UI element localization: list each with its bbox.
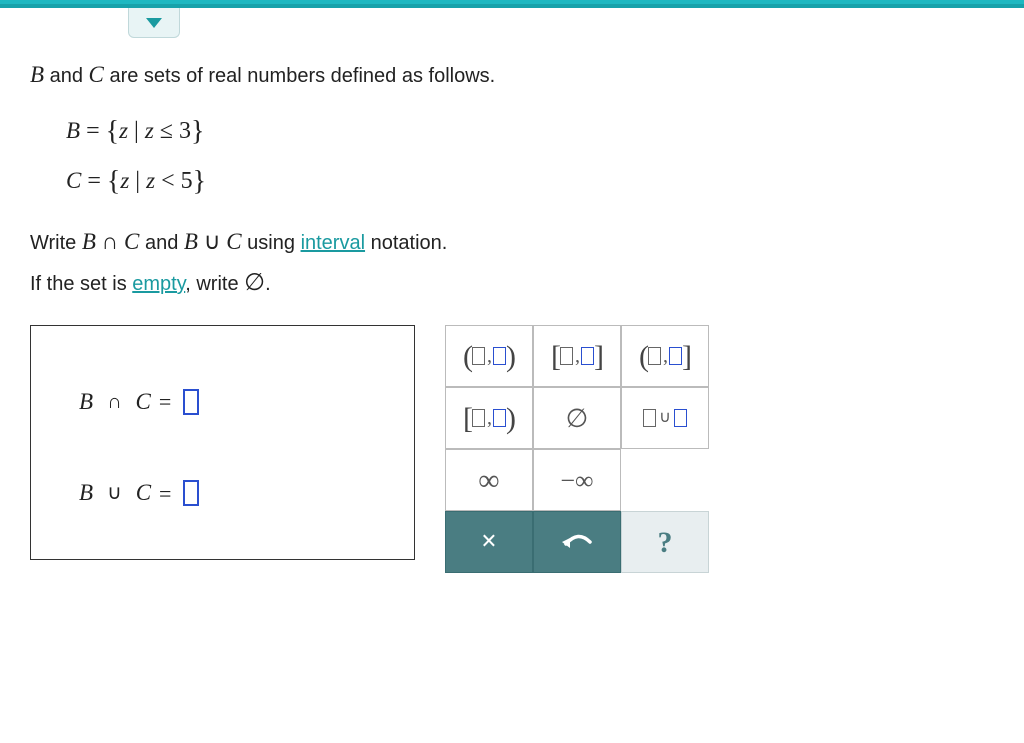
var-C: C	[89, 62, 104, 87]
def-C: C = {z | z < 5}	[66, 161, 994, 203]
chevron-down-icon	[146, 18, 162, 28]
intro-line: B and C are sets of real numbers defined…	[30, 58, 994, 93]
union-button[interactable]: ∪	[621, 387, 709, 449]
instruction-line: Write B ∩ C and B ∪ C using interval not…	[30, 225, 994, 260]
empty-link[interactable]: empty	[132, 273, 185, 295]
empty-instruction-line: If the set is empty, write ∅.	[30, 265, 994, 301]
undo-icon	[560, 532, 594, 552]
keypad: (,) [,] (,] [,) ∅ ∪ ∞ −∞	[445, 325, 709, 573]
definitions: B = {z | z ≤ 3} C = {z | z < 5}	[66, 111, 994, 203]
undo-button[interactable]	[533, 511, 621, 573]
answer-box: B ∩ C = B ∪ C =	[30, 325, 415, 560]
closed-closed-interval-button[interactable]: [,]	[533, 325, 621, 387]
infinity-button[interactable]: ∞	[445, 449, 533, 511]
answer-intersection: B ∩ C =	[79, 385, 394, 420]
empty-set-symbol: ∅	[244, 270, 265, 296]
open-open-interval-button[interactable]: (,)	[445, 325, 533, 387]
open-closed-interval-button[interactable]: (,]	[621, 325, 709, 387]
empty-set-button[interactable]: ∅	[533, 387, 621, 449]
help-button[interactable]: ?	[621, 511, 709, 573]
def-B: B = {z | z ≤ 3}	[66, 111, 994, 153]
var-B: B	[30, 62, 44, 87]
union-input[interactable]	[183, 480, 199, 506]
interval-link[interactable]: interval	[301, 232, 365, 254]
keypad-empty	[621, 449, 709, 511]
dropdown-tab[interactable]	[128, 8, 180, 38]
close-icon: ×	[481, 521, 497, 563]
clear-button[interactable]: ×	[445, 511, 533, 573]
help-icon: ?	[658, 520, 673, 565]
top-bar	[0, 0, 1024, 8]
closed-open-interval-button[interactable]: [,)	[445, 387, 533, 449]
intersection-input[interactable]	[183, 389, 199, 415]
neg-infinity-button[interactable]: −∞	[533, 449, 621, 511]
problem-content: B and C are sets of real numbers defined…	[0, 8, 1024, 573]
answer-union: B ∪ C =	[79, 476, 394, 511]
